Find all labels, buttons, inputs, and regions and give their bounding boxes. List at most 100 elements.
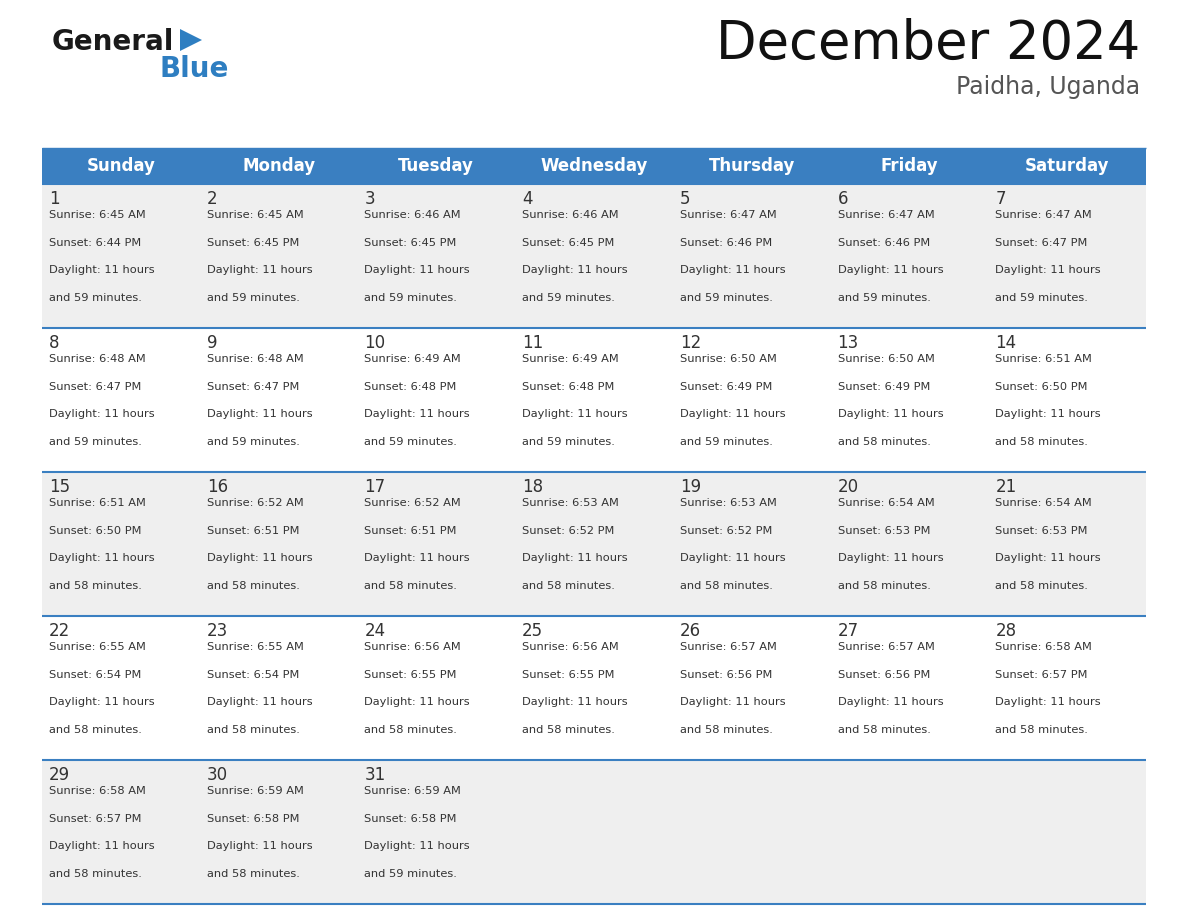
Text: and 58 minutes.: and 58 minutes. [207,868,299,879]
Text: Sunrise: 6:47 AM: Sunrise: 6:47 AM [838,210,934,220]
Text: Sunrise: 6:52 AM: Sunrise: 6:52 AM [365,498,461,508]
Text: Sunrise: 6:46 AM: Sunrise: 6:46 AM [523,210,619,220]
Text: and 58 minutes.: and 58 minutes. [838,725,930,734]
Text: Sunrise: 6:51 AM: Sunrise: 6:51 AM [49,498,146,508]
Text: Daylight: 11 hours: Daylight: 11 hours [996,554,1101,564]
Text: Daylight: 11 hours: Daylight: 11 hours [365,841,470,851]
Text: and 58 minutes.: and 58 minutes. [49,581,141,591]
Text: and 59 minutes.: and 59 minutes. [523,293,615,303]
Text: and 59 minutes.: and 59 minutes. [996,293,1088,303]
Text: 27: 27 [838,622,859,640]
Text: 9: 9 [207,334,217,352]
Text: Sunset: 6:46 PM: Sunset: 6:46 PM [838,238,930,248]
Text: Sunrise: 6:48 AM: Sunrise: 6:48 AM [49,354,146,364]
Text: Sunset: 6:50 PM: Sunset: 6:50 PM [996,382,1088,392]
Text: Sunrise: 6:58 AM: Sunrise: 6:58 AM [49,786,146,796]
Bar [42,328,1146,472]
Text: Daylight: 11 hours: Daylight: 11 hours [365,409,470,420]
Text: 24: 24 [365,622,386,640]
Text: Sunset: 6:51 PM: Sunset: 6:51 PM [365,526,457,535]
Bar [42,616,1146,760]
Text: Sunrise: 6:56 AM: Sunrise: 6:56 AM [365,642,461,652]
Text: Sunset: 6:49 PM: Sunset: 6:49 PM [838,382,930,392]
Text: Sunset: 6:58 PM: Sunset: 6:58 PM [365,813,457,823]
Text: 1: 1 [49,190,59,208]
Text: Sunrise: 6:55 AM: Sunrise: 6:55 AM [207,642,304,652]
Text: Sunrise: 6:55 AM: Sunrise: 6:55 AM [49,642,146,652]
Text: 17: 17 [365,478,386,496]
Text: Sunrise: 6:45 AM: Sunrise: 6:45 AM [49,210,146,220]
Text: 30: 30 [207,766,228,784]
Text: Sunset: 6:54 PM: Sunset: 6:54 PM [49,669,141,679]
Text: Wednesday: Wednesday [541,157,647,175]
Text: and 58 minutes.: and 58 minutes. [680,581,772,591]
Text: Sunset: 6:52 PM: Sunset: 6:52 PM [523,526,614,535]
Text: Sunrise: 6:59 AM: Sunrise: 6:59 AM [365,786,461,796]
Text: Sunrise: 6:45 AM: Sunrise: 6:45 AM [207,210,303,220]
Text: 4: 4 [523,190,532,208]
Text: Daylight: 11 hours: Daylight: 11 hours [996,265,1101,275]
Text: Sunrise: 6:54 AM: Sunrise: 6:54 AM [838,498,934,508]
Text: December 2024: December 2024 [715,18,1140,70]
Text: Sunrise: 6:53 AM: Sunrise: 6:53 AM [523,498,619,508]
Text: Sunset: 6:55 PM: Sunset: 6:55 PM [523,669,614,679]
Text: Daylight: 11 hours: Daylight: 11 hours [207,265,312,275]
Text: Sunrise: 6:57 AM: Sunrise: 6:57 AM [680,642,777,652]
Text: and 59 minutes.: and 59 minutes. [207,293,299,303]
Text: 12: 12 [680,334,701,352]
Text: Sunset: 6:45 PM: Sunset: 6:45 PM [365,238,457,248]
Text: Sunset: 6:45 PM: Sunset: 6:45 PM [523,238,614,248]
Text: Tuesday: Tuesday [398,157,474,175]
Text: Daylight: 11 hours: Daylight: 11 hours [680,554,785,564]
Text: Sunset: 6:57 PM: Sunset: 6:57 PM [996,669,1088,679]
Text: Sunset: 6:48 PM: Sunset: 6:48 PM [523,382,614,392]
Text: and 58 minutes.: and 58 minutes. [523,725,615,734]
Text: 10: 10 [365,334,386,352]
Bar [42,760,1146,904]
Text: 23: 23 [207,622,228,640]
Text: 26: 26 [680,622,701,640]
Text: 29: 29 [49,766,70,784]
Text: Sunrise: 6:50 AM: Sunrise: 6:50 AM [838,354,935,364]
Text: Sunrise: 6:59 AM: Sunrise: 6:59 AM [207,786,304,796]
Text: Sunrise: 6:47 AM: Sunrise: 6:47 AM [680,210,777,220]
Text: and 58 minutes.: and 58 minutes. [996,581,1088,591]
Text: and 58 minutes.: and 58 minutes. [838,437,930,447]
Text: Thursday: Thursday [708,157,795,175]
Text: and 58 minutes.: and 58 minutes. [207,581,299,591]
Text: Daylight: 11 hours: Daylight: 11 hours [49,265,154,275]
Text: 5: 5 [680,190,690,208]
Text: and 59 minutes.: and 59 minutes. [365,437,457,447]
Text: Sunrise: 6:56 AM: Sunrise: 6:56 AM [523,642,619,652]
Text: 25: 25 [523,622,543,640]
Text: Daylight: 11 hours: Daylight: 11 hours [207,698,312,707]
Text: Sunrise: 6:52 AM: Sunrise: 6:52 AM [207,498,303,508]
Text: and 58 minutes.: and 58 minutes. [49,868,141,879]
Text: 15: 15 [49,478,70,496]
Text: Sunday: Sunday [87,157,156,175]
Text: and 59 minutes.: and 59 minutes. [523,437,615,447]
Text: Sunset: 6:48 PM: Sunset: 6:48 PM [365,382,457,392]
Text: Sunset: 6:53 PM: Sunset: 6:53 PM [838,526,930,535]
Text: and 58 minutes.: and 58 minutes. [365,581,457,591]
Text: 16: 16 [207,478,228,496]
Text: 31: 31 [365,766,386,784]
Polygon shape [181,29,202,51]
Text: Daylight: 11 hours: Daylight: 11 hours [523,698,627,707]
Text: Daylight: 11 hours: Daylight: 11 hours [365,698,470,707]
Text: and 58 minutes.: and 58 minutes. [838,581,930,591]
Text: Sunrise: 6:54 AM: Sunrise: 6:54 AM [996,498,1092,508]
Text: Sunset: 6:47 PM: Sunset: 6:47 PM [207,382,299,392]
Text: Monday: Monday [242,157,315,175]
Text: Sunrise: 6:51 AM: Sunrise: 6:51 AM [996,354,1092,364]
Text: Sunset: 6:45 PM: Sunset: 6:45 PM [207,238,299,248]
Text: Daylight: 11 hours: Daylight: 11 hours [996,698,1101,707]
Text: and 58 minutes.: and 58 minutes. [996,437,1088,447]
Text: Sunset: 6:54 PM: Sunset: 6:54 PM [207,669,299,679]
Text: Sunrise: 6:46 AM: Sunrise: 6:46 AM [365,210,461,220]
Text: Daylight: 11 hours: Daylight: 11 hours [49,698,154,707]
Text: 28: 28 [996,622,1017,640]
Text: Sunset: 6:50 PM: Sunset: 6:50 PM [49,526,141,535]
Text: and 58 minutes.: and 58 minutes. [680,725,772,734]
Text: and 59 minutes.: and 59 minutes. [207,437,299,447]
